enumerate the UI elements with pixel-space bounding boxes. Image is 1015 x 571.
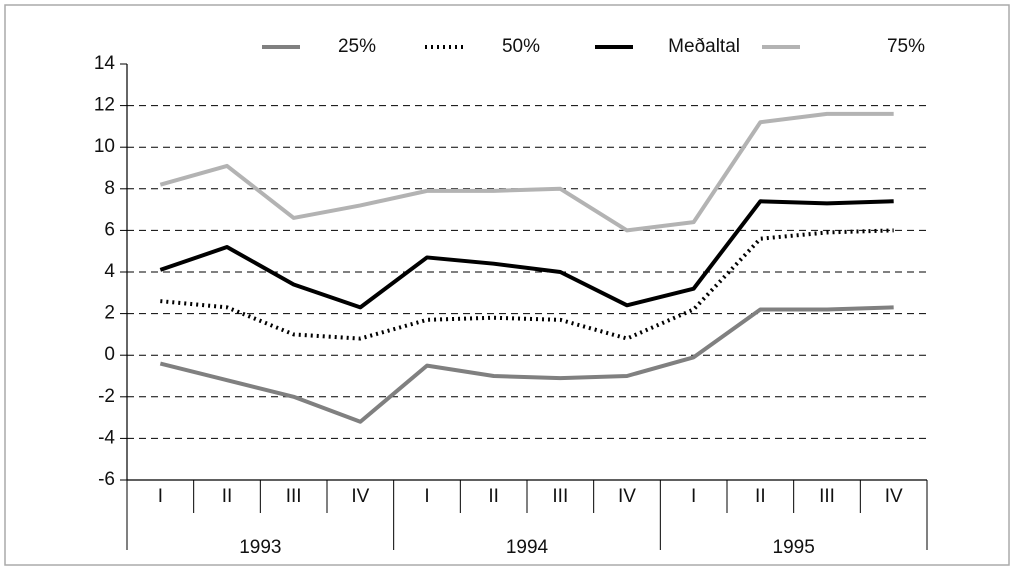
x-group-label: 1994: [506, 537, 549, 558]
legend-label: 50%: [502, 36, 540, 57]
x-group-label: 1993: [239, 537, 281, 558]
x-tick-label: I: [691, 486, 696, 507]
x-tick-label: III: [286, 486, 302, 507]
series-line: [160, 228, 894, 341]
y-tick-label: -4: [98, 427, 115, 448]
frame: [4, 4, 1010, 566]
x-tick-label: III: [552, 486, 568, 507]
legend-label: 75%: [887, 36, 925, 57]
y-tick-label: 12: [94, 95, 115, 116]
x-tick-label: I: [158, 486, 163, 507]
y-tick-label: 14: [94, 53, 116, 74]
y-tick-label: -6: [98, 469, 115, 490]
series-line: [159, 111, 894, 233]
x-tick-label: III: [819, 486, 835, 507]
series-line: [159, 199, 894, 310]
y-tick-label: 10: [94, 136, 115, 157]
x-tick-label: IV: [351, 486, 369, 507]
y-tick-label: 8: [104, 178, 115, 199]
x-tick-label: II: [488, 486, 499, 507]
y-tick-label: -2: [98, 386, 115, 407]
legend-label: Meðaltal: [668, 36, 740, 57]
x-tick-label: IV: [618, 486, 636, 507]
x-tick-label: I: [424, 486, 429, 507]
legend-label: 25%: [338, 36, 376, 57]
y-tick-label: 0: [104, 344, 115, 365]
y-tick-label: 2: [104, 303, 115, 324]
series-line: [159, 305, 894, 424]
x-group-label: 1995: [773, 537, 815, 558]
x-tick-label: II: [755, 486, 766, 507]
x-tick-label: IV: [885, 486, 903, 507]
x-tick-label: II: [222, 486, 233, 507]
y-tick-label: 4: [104, 261, 115, 282]
y-tick-label: 6: [104, 219, 115, 240]
